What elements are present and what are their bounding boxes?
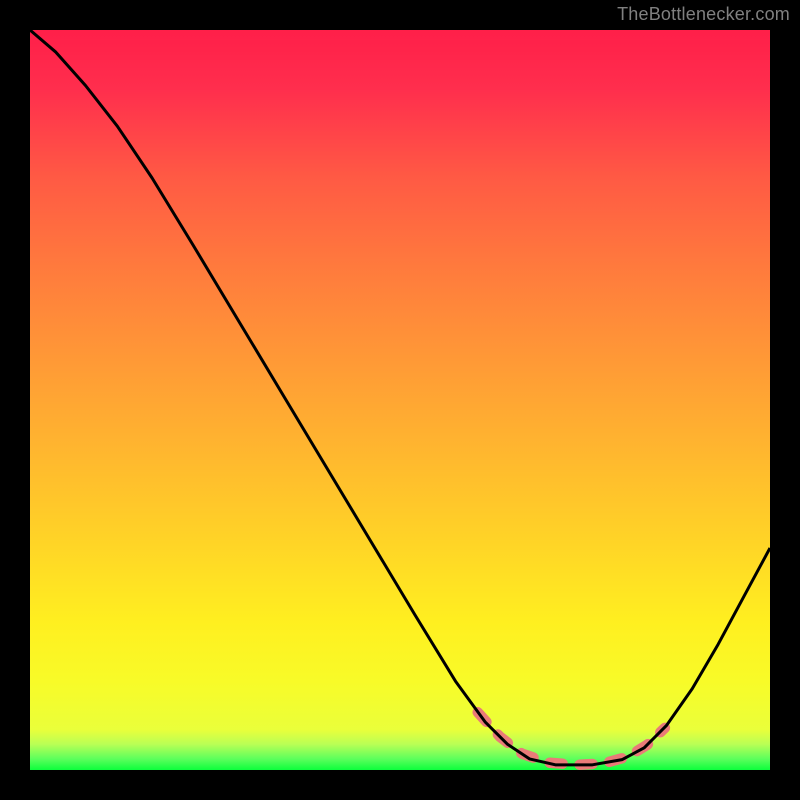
attribution-label: TheBottlenecker.com	[617, 4, 790, 25]
chart-container: TheBottlenecker.com	[0, 0, 800, 800]
bottleneck-curve-chart	[0, 0, 800, 800]
